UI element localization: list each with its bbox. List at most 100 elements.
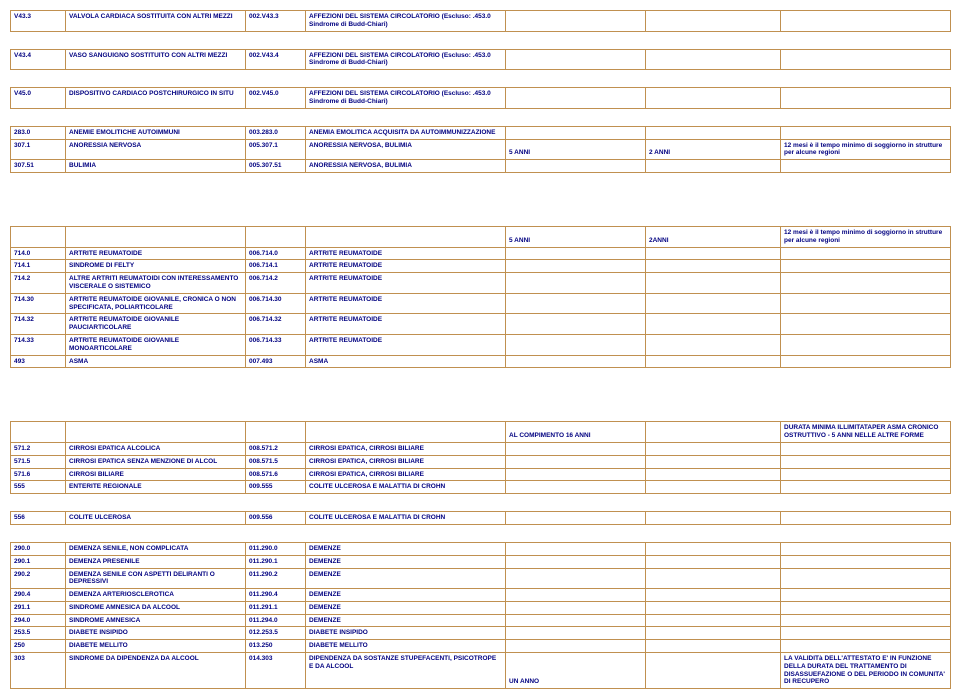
cell-c: 009.555 xyxy=(246,481,306,494)
cell-g: LA VALIDITà DELL'ATTESTATO E' IN FUNZION… xyxy=(781,653,951,689)
cell-f xyxy=(646,589,781,602)
cell-f xyxy=(646,160,781,173)
table-row: 556COLITE ULCEROSA009.556COLITE ULCEROSA… xyxy=(11,512,951,525)
cell-f xyxy=(646,640,781,653)
cell-e xyxy=(506,627,646,640)
cell-c: 002.V43.3 xyxy=(246,11,306,32)
cell-c: 012.253.5 xyxy=(246,627,306,640)
table-row: 307.51BULIMIA005.307.51ANORESSIA NERVOSA… xyxy=(11,160,951,173)
table-row: V43.4VASO SANGUIGNO SOSTITUITO CON ALTRI… xyxy=(11,49,951,70)
cell-e: 5 ANNI xyxy=(506,139,646,160)
cell-b xyxy=(66,226,246,247)
cell-f xyxy=(646,653,781,689)
cell-e xyxy=(506,260,646,273)
table-row xyxy=(11,172,951,190)
table-row: 290.2DEMENZA SENILE CON ASPETTI DELIRANT… xyxy=(11,568,951,589)
cell-f xyxy=(646,542,781,555)
cell-g: 12 mesi è il tempo minimo di soggiorno i… xyxy=(781,139,951,160)
cell-a: 714.1 xyxy=(11,260,66,273)
cell-b: SINDROME AMNESICA xyxy=(66,614,246,627)
cell-e xyxy=(506,442,646,455)
cell-f xyxy=(646,88,781,109)
table-row: 290.0DEMENZA SENILE, NON COMPLICATA011.2… xyxy=(11,542,951,555)
cell-d: DEMENZE xyxy=(306,542,506,555)
cell-d: DIPENDENZA DA SOSTANZE STUPEFACENTI, PSI… xyxy=(306,653,506,689)
cell-c: 011.290.0 xyxy=(246,542,306,555)
table-row: 714.1SINDROME DI FELTY006.714.1ARTRITE R… xyxy=(11,260,951,273)
cell-f: 2 ANNI xyxy=(646,139,781,160)
table-row xyxy=(11,368,951,386)
table-row: 307.1ANORESSIA NERVOSA005.307.1ANORESSIA… xyxy=(11,139,951,160)
cell-g xyxy=(781,273,951,294)
cell-d: DEMENZE xyxy=(306,614,506,627)
cell-f xyxy=(646,468,781,481)
table-row: V43.3VALVOLA CARDIACA SOSTITUITA CON ALT… xyxy=(11,11,951,32)
cell-g: DURATA MINIMA ILLIMITATAPER ASMA CRONICO… xyxy=(781,422,951,443)
cell-f xyxy=(646,334,781,355)
table-row: 5 ANNI2ANNI12 mesi è il tempo minimo di … xyxy=(11,226,951,247)
cell-d: ARTRITE REUMATOIDE xyxy=(306,260,506,273)
table-row xyxy=(11,404,951,422)
table-row: 290.1DEMENZA PRESENILE011.290.1DEMENZE xyxy=(11,555,951,568)
cell-e xyxy=(506,640,646,653)
cell-b: DEMENZA SENILE, NON COMPLICATA xyxy=(66,542,246,555)
table-row: 250DIABETE MELLITO013.250DIABETE MELLITO xyxy=(11,640,951,653)
cell-e xyxy=(506,49,646,70)
cell-c: 002.V43.4 xyxy=(246,49,306,70)
cell-c: 006.714.2 xyxy=(246,273,306,294)
table-row xyxy=(11,524,951,542)
cell-a: 571.6 xyxy=(11,468,66,481)
cell-f xyxy=(646,314,781,335)
cell-a: 555 xyxy=(11,481,66,494)
cell-a: 283.0 xyxy=(11,126,66,139)
cell-e: UN ANNO xyxy=(506,653,646,689)
cell-g xyxy=(781,627,951,640)
cell-e xyxy=(506,334,646,355)
cell-d: CIRROSI EPATICA, CIRROSI BILIARE xyxy=(306,455,506,468)
table-row: 714.32ARTRITE REUMATOIDE GIOVANILE PAUCI… xyxy=(11,314,951,335)
cell-e xyxy=(506,481,646,494)
cell-c: 005.307.51 xyxy=(246,160,306,173)
cell-b: ARTRITE REUMATOIDE xyxy=(66,247,246,260)
cell-d xyxy=(306,422,506,443)
cell-a: 307.51 xyxy=(11,160,66,173)
cell-c: 011.290.2 xyxy=(246,568,306,589)
cell-f xyxy=(646,422,781,443)
cell-g xyxy=(781,640,951,653)
cell-d: ANORESSIA NERVOSA, BULIMIA xyxy=(306,160,506,173)
cell-c: 002.V45.0 xyxy=(246,88,306,109)
cell-b: BULIMIA xyxy=(66,160,246,173)
cell-d: ASMA xyxy=(306,355,506,368)
cell-f: 2ANNI xyxy=(646,226,781,247)
table-row: 571.2CIRROSI EPATICA ALCOLICA008.571.2CI… xyxy=(11,442,951,455)
table-row: V45.0DISPOSITIVO CARDIACO POSTCHIRURGICO… xyxy=(11,88,951,109)
cell-e xyxy=(506,126,646,139)
cell-b: DEMENZA PRESENILE xyxy=(66,555,246,568)
table-row: 571.5CIRROSI EPATICA SENZA MENZIONE DI A… xyxy=(11,455,951,468)
cell-c: 011.294.0 xyxy=(246,614,306,627)
cell-c: 006.714.30 xyxy=(246,293,306,314)
cell-c xyxy=(246,422,306,443)
table-row: 571.6CIRROSI BILIARE008.571.6CIRROSI EPA… xyxy=(11,468,951,481)
table-row: 493ASMA007.493ASMA xyxy=(11,355,951,368)
cell-b: SINDROME DI FELTY xyxy=(66,260,246,273)
cell-a: 253.5 xyxy=(11,627,66,640)
cell-a: 307.1 xyxy=(11,139,66,160)
cell-c: 006.714.1 xyxy=(246,260,306,273)
cell-f xyxy=(646,481,781,494)
cell-c: 006.714.0 xyxy=(246,247,306,260)
cell-g xyxy=(781,49,951,70)
cell-f xyxy=(646,512,781,525)
cell-d: DIABETE MELLITO xyxy=(306,640,506,653)
cell-d: ARTRITE REUMATOIDE xyxy=(306,273,506,294)
cell-g xyxy=(781,542,951,555)
table-row: 714.0ARTRITE REUMATOIDE006.714.0ARTRITE … xyxy=(11,247,951,260)
table-row xyxy=(11,70,951,88)
cell-g xyxy=(781,442,951,455)
cell-b: ASMA xyxy=(66,355,246,368)
cell-g xyxy=(781,468,951,481)
cell-b: ARTRITE REUMATOIDE GIOVANILE, CRONICA O … xyxy=(66,293,246,314)
cell-c: 005.307.1 xyxy=(246,139,306,160)
cell-e xyxy=(506,542,646,555)
cell-e: 5 ANNI xyxy=(506,226,646,247)
